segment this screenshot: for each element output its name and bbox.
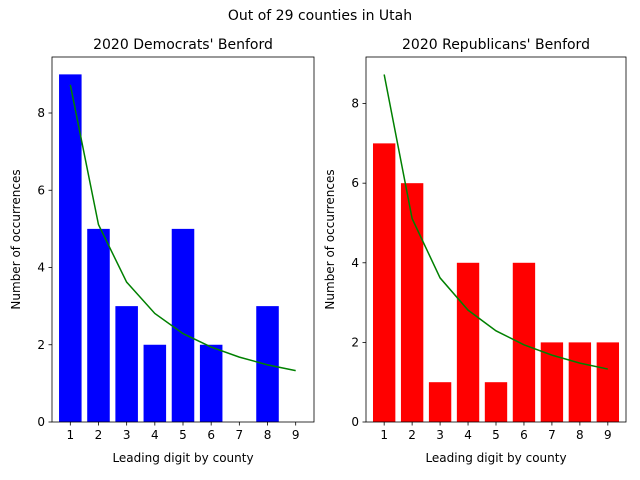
bar-3: [115, 306, 138, 422]
bar-7: [540, 342, 564, 422]
x-tick-label: 2: [95, 428, 103, 442]
x-tick-label: 5: [492, 428, 500, 442]
bar-2: [87, 228, 110, 422]
x-tick-label: 3: [436, 428, 444, 442]
bar-8: [568, 342, 592, 422]
bar-9: [596, 342, 620, 422]
y-tick-label: 8: [37, 106, 45, 120]
x-tick-label: 7: [236, 428, 244, 442]
figure-suptitle: Out of 29 counties in Utah: [227, 8, 413, 24]
chart-title: 2020 Republicans' Benford: [402, 37, 590, 53]
chart-panel-1: 1 2 3 4 5 6 7 8 9 0 2 4 6 8 2020 Democrats' Benford Lea…: [9, 37, 315, 465]
bar-2: [400, 183, 424, 422]
x-tick-label: 2: [408, 428, 416, 442]
y-tick-label: 8: [351, 97, 359, 111]
y-tick-label: 0: [351, 415, 359, 429]
x-axis-label: Leading digit by county: [425, 451, 566, 465]
x-tick-label: 5: [179, 428, 187, 442]
y-tick-label: 6: [37, 183, 45, 197]
x-tick-label: 3: [123, 428, 131, 442]
y-tick-label: 4: [37, 261, 45, 275]
bar-5: [484, 382, 508, 422]
x-tick-label: 6: [207, 428, 215, 442]
x-tick-label: 9: [292, 428, 300, 442]
y-tick-label: 4: [351, 256, 359, 270]
y-tick-label: 6: [351, 176, 359, 190]
chart-title: 2020 Democrats' Benford: [93, 37, 273, 53]
x-tick-label: 8: [576, 428, 584, 442]
bar-5: [171, 228, 195, 422]
bar-4: [143, 344, 167, 422]
bar-3: [428, 382, 452, 422]
x-tick-label: 7: [548, 428, 556, 442]
bar-6: [199, 344, 223, 422]
y-axis-label: Number of occurrences: [323, 169, 337, 309]
x-tick-label: 8: [264, 428, 272, 442]
y-tick-label: 2: [37, 338, 45, 352]
y-tick-label: 0: [37, 415, 45, 429]
chart-panel-2: 1 2 3 4 5 6 7 8 9 0 2 4 6 8 2020 Republicans' Benford L…: [323, 37, 627, 465]
bar-1: [372, 143, 396, 423]
x-tick-label: 1: [66, 428, 74, 442]
y-axis-label: Number of occurrences: [9, 169, 23, 309]
bar-6: [512, 262, 536, 422]
x-axis-label: Leading digit by county: [112, 451, 253, 465]
x-tick-label: 6: [520, 428, 528, 442]
x-tick-label: 1: [380, 428, 388, 442]
benford-line: [69, 84, 296, 372]
x-tick-label: 9: [604, 428, 612, 442]
y-tick-label: 2: [351, 335, 359, 349]
x-tick-label: 4: [464, 428, 472, 442]
bar-4: [456, 262, 480, 422]
x-tick-label: 4: [151, 428, 159, 442]
bar-1: [59, 74, 82, 422]
benford-line: [383, 74, 608, 370]
